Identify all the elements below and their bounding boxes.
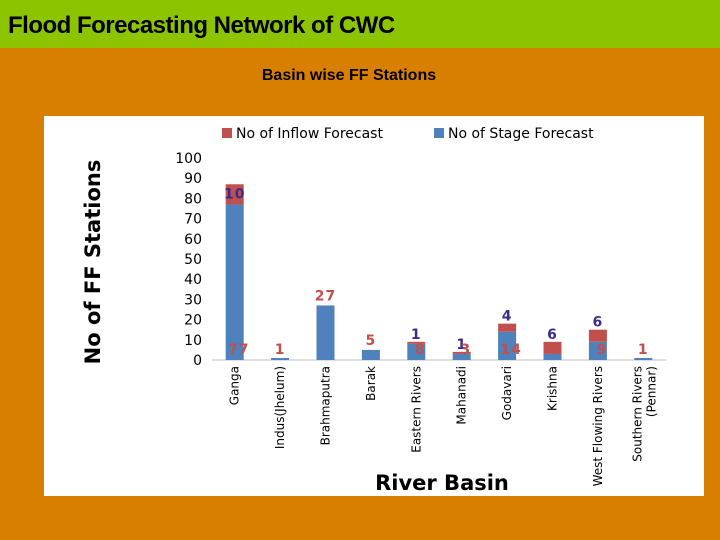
data-label: 3	[460, 342, 471, 358]
data-label: 1	[411, 327, 422, 343]
bar-stage-0	[225, 204, 244, 360]
y-axis-title: No of FF Stations	[81, 160, 105, 365]
x-tick-label: West Flowing Rivers	[591, 366, 605, 486]
y-tick-label: 50	[184, 252, 202, 268]
bar-stage-7	[543, 353, 562, 360]
x-tick-label: Indus(Jhelum)	[273, 366, 287, 449]
bar-stage-4	[407, 343, 426, 360]
data-label: 14	[500, 342, 521, 358]
y-tick-label: 40	[184, 272, 202, 288]
data-label: 77	[228, 342, 249, 358]
data-label: 9	[597, 342, 608, 358]
bar-stage-3	[361, 349, 380, 360]
data-label: 1	[275, 342, 286, 358]
bar-stage-5	[452, 353, 471, 360]
y-tick-label: 80	[184, 191, 202, 207]
bar-inflow-0	[225, 184, 244, 205]
x-tick-label: Ganga	[228, 366, 242, 405]
x-tick-label-line: Indus(Jhelum)	[273, 366, 287, 449]
bar-stage-1	[271, 357, 290, 360]
x-tick-label-line: West Flowing Rivers	[591, 366, 605, 486]
data-label: 10	[224, 186, 245, 202]
legend-label: No of Inflow Forecast	[236, 126, 383, 142]
y-tick-label: 90	[184, 171, 202, 187]
y-tick-label: 10	[184, 333, 202, 349]
title-bar: Flood Forecasting Network of CWC	[0, 0, 720, 48]
bar-inflow-6	[498, 323, 517, 332]
x-axis-title: River Basin	[375, 471, 509, 495]
x-tick-label-line: Godavari	[500, 366, 514, 420]
data-label: 3	[551, 342, 562, 358]
data-label: 4	[502, 309, 513, 325]
x-tick-label-line: Brahmaputra	[319, 366, 333, 445]
x-tick-label-line: (Pennar)	[644, 366, 658, 417]
legend-label: No of Stage Forecast	[448, 126, 594, 142]
data-label: 6	[593, 315, 604, 331]
data-label: 6	[547, 327, 558, 343]
bar-stage-6	[498, 331, 517, 360]
basin-ff-stations-chart: 0 10 20 30 40 50 60 70 80 90 100 No of FF Stations G…	[81, 126, 666, 495]
bar-stage-9	[634, 357, 653, 360]
chart-panel: 0 10 20 30 40 50 60 70 80 90 100 No of FF Stations G…	[44, 116, 704, 496]
bar-stage-2	[316, 305, 335, 360]
x-tick-label-line: Barak	[364, 366, 378, 401]
x-tick-label: Brahmaputra	[319, 366, 333, 445]
data-label: 8	[415, 342, 426, 358]
x-tick-label-line: Southern Rivers	[630, 366, 644, 462]
x-tick-label: Southern Rivers(Pennar)	[630, 366, 658, 462]
chart-subtitle: Basin wise FF Stations	[261, 67, 437, 84]
y-tick-label: 30	[184, 292, 202, 308]
bar-inflow-8	[588, 329, 607, 342]
y-tick-label: 100	[175, 151, 202, 167]
bar-stage-8	[588, 341, 607, 360]
y-tick-label: 70	[184, 212, 202, 228]
x-tick-label-line: Krishna	[546, 366, 560, 411]
bar-inflow-5	[452, 351, 471, 354]
y-tick-label: 0	[193, 353, 202, 369]
x-tick-label: Barak	[364, 366, 378, 401]
bar-inflow-4	[407, 341, 426, 344]
page-title: Flood Forecasting Network of CWC	[8, 12, 395, 39]
x-tick-label: Krishna	[546, 366, 560, 411]
bar-inflow-7	[543, 341, 562, 354]
x-tick-label: Mahanadi	[455, 366, 469, 425]
x-tick-label-line: Mahanadi	[455, 366, 469, 425]
data-label: 5	[366, 333, 377, 349]
y-tick-label: 60	[184, 232, 202, 248]
data-label: 1	[456, 337, 467, 353]
x-tick-label-line: Ganga	[228, 366, 242, 405]
x-tick-label-line: Eastern Rivers	[409, 366, 423, 453]
x-tick-label: Godavari	[500, 366, 514, 420]
x-tick-label: Eastern Rivers	[409, 366, 423, 453]
data-label: 1	[638, 342, 649, 358]
legend-swatch	[434, 128, 444, 138]
legend-swatch	[222, 128, 232, 138]
y-tick-label: 20	[184, 313, 202, 329]
data-label: 27	[315, 288, 336, 304]
